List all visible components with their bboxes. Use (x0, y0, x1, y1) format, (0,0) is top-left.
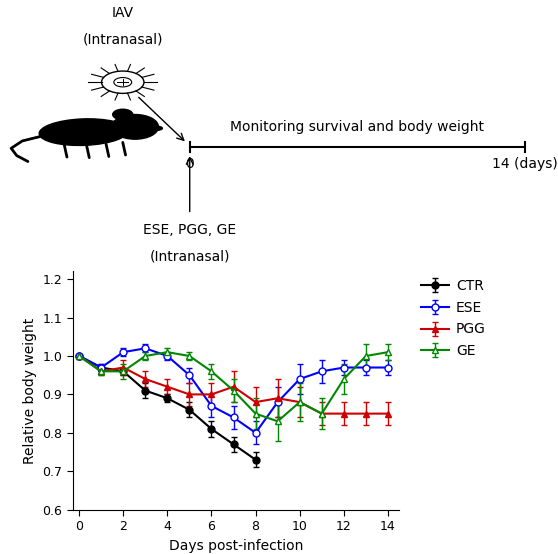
Y-axis label: Relative body weight: Relative body weight (22, 317, 37, 464)
Text: 0: 0 (185, 157, 194, 171)
Ellipse shape (39, 119, 128, 146)
Legend: CTR, ESE, PGG, GE: CTR, ESE, PGG, GE (416, 274, 492, 363)
Text: 14 (days): 14 (days) (492, 157, 557, 171)
Text: ESE, PGG, GE: ESE, PGG, GE (143, 223, 236, 237)
Ellipse shape (150, 126, 162, 130)
Circle shape (112, 115, 158, 139)
Text: (Intranasal): (Intranasal) (83, 32, 163, 47)
Text: IAV: IAV (112, 6, 134, 20)
Text: (Intranasal): (Intranasal) (150, 249, 230, 264)
X-axis label: Days post-infection: Days post-infection (169, 538, 303, 553)
Circle shape (113, 109, 133, 120)
Text: Monitoring survival and body weight: Monitoring survival and body weight (230, 120, 484, 134)
